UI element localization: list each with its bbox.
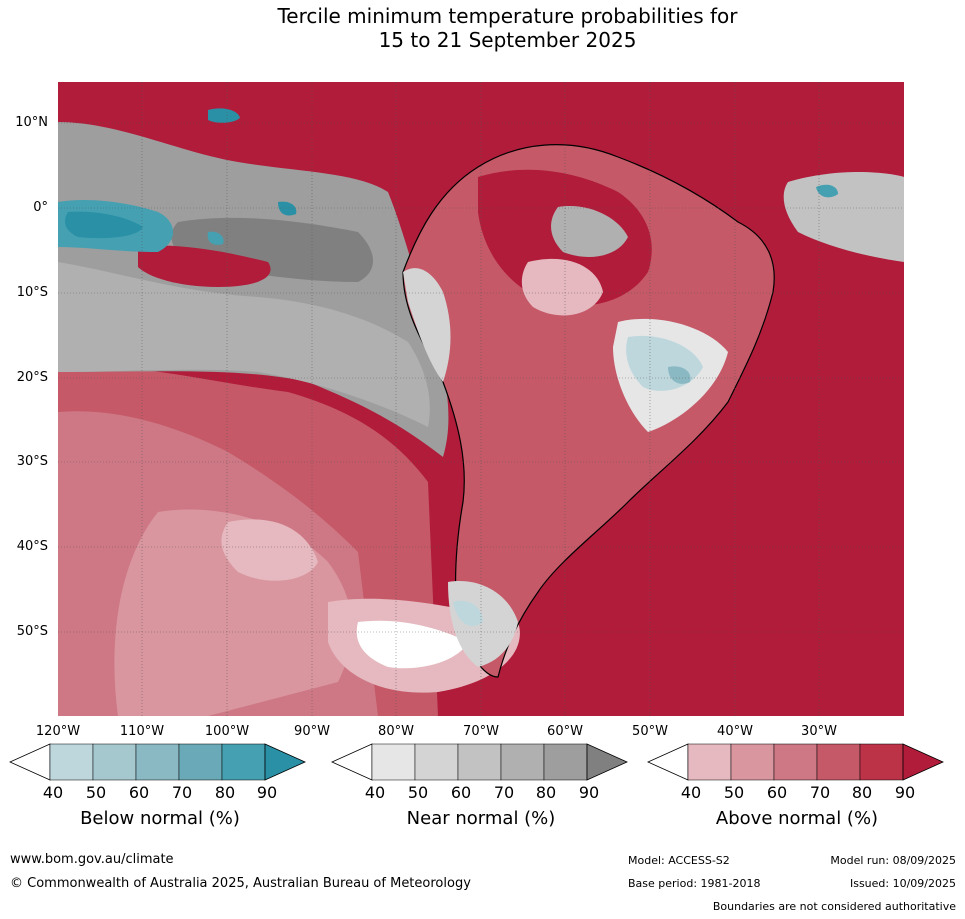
below-normal-title: Below normal (%) [80,808,240,829]
disclaimer-text: Boundaries are not considered authoritat… [712,900,956,913]
tick-label: 90 [894,783,916,802]
colorbar-segment [687,743,732,781]
cyan-spot-equator [278,201,297,216]
colorbar-arrow-high [902,743,944,781]
colorbar-segment [135,743,180,781]
tick-label: 90 [578,783,600,802]
lon-label-100w: 100°W [204,724,250,739]
tick-label: 80 [851,783,873,802]
issued-text: Issued: 10/09/2025 [849,877,956,890]
tick-label: 70 [171,783,193,802]
central-brazil-pale [521,258,603,316]
colorbar-segment [500,743,545,781]
lat-label-10s: 10°S [16,285,48,300]
lat-label-0: 0° [33,200,48,215]
tick-label: 40 [42,783,64,802]
south-america-landmass [402,144,775,678]
lon-label-60w: 60°W [547,724,583,739]
colorbar-arrow-low [647,743,689,781]
near-normal-title: Near normal (%) [406,808,556,829]
cyan-below-normal-strong [65,211,143,239]
below-normal-colorbar [9,743,306,781]
pacific-red-patch [138,245,271,287]
lon-label-110w: 110°W [119,724,165,739]
lon-label-50w: 50°W [632,724,668,739]
cyan-spot-north [208,108,240,123]
tick-label: 60 [450,783,472,802]
colorbar-segment [414,743,459,781]
colorbar-segment [221,743,266,781]
colorbar-segment [773,743,818,781]
tick-label: 40 [364,783,386,802]
colorbar-segment [457,743,502,781]
colorbar-arrow-high [586,743,628,781]
lat-label-10n: 10°N [15,115,48,130]
base-period-text: Base period: 1981-2018 [628,877,761,890]
lat-label-30s: 30°S [16,454,48,469]
atlantic-cyan-spot [816,184,838,198]
graticule [58,82,904,716]
lat-label-40s: 40°S [16,539,48,554]
lat-label-50s: 50°S [16,624,48,639]
tick-label: 60 [128,783,150,802]
above-normal-title: Above normal (%) [715,808,879,829]
tick-label: 60 [766,783,788,802]
model-run-text: Model run: 08/09/2025 [830,854,956,867]
colorbar-arrow-low [331,743,373,781]
colorbar-segment [816,743,861,781]
tick-label: 50 [85,783,107,802]
lon-label-120w: 120°W [35,724,81,739]
probability-map [58,82,904,716]
lat-label-20s: 20°S [16,370,48,385]
lon-label-70w: 70°W [463,724,499,739]
model-text: Model: ACCESS-S2 [628,854,730,867]
tick-label: 70 [493,783,515,802]
tick-label: 40 [680,783,702,802]
colorbar-segment [730,743,775,781]
tick-label: 80 [535,783,557,802]
title-line-1: Tercile minimum temperature probabilitie… [277,4,738,28]
patagonia-cyan [453,600,483,626]
website-link[interactable]: www.bom.gov.au/climate [10,852,174,867]
colorbar-segment [371,743,416,781]
colorbar-segment [543,743,588,781]
map-title: Tercile minimum temperature probabilitie… [0,4,965,52]
copyright-text: © Commonwealth of Australia 2025, Austra… [10,876,471,891]
colorbar-arrow-low [9,743,51,781]
title-line-2: 15 to 21 September 2025 [378,28,637,52]
colorbar-segment [49,743,94,781]
tick-label: 90 [256,783,278,802]
lon-label-30w: 30°W [801,724,837,739]
tick-label: 50 [723,783,745,802]
tick-label: 50 [407,783,429,802]
atlantic-grey-patch [783,172,904,262]
colorbar-segment [92,743,137,781]
east-brazil-cyan-strong [668,366,691,384]
colorbar-arrow-high [264,743,306,781]
cyan-spot-2 [207,231,224,245]
colorbar-segment [859,743,904,781]
equatorial-grey-light [58,262,430,427]
andes-grey [403,268,451,382]
tick-label: 70 [809,783,831,802]
lon-label-90w: 90°W [294,724,330,739]
lon-label-80w: 80°W [378,724,414,739]
south-pacific-faint [221,519,318,581]
amazon-grey [551,206,628,257]
far-south-white [356,620,468,669]
above-normal-colorbar [647,743,944,781]
lon-label-40w: 40°W [717,724,753,739]
colorbar-segment [178,743,223,781]
north-pacific-red-tongue [58,82,388,129]
tick-label: 80 [214,783,236,802]
near-normal-colorbar [331,743,628,781]
